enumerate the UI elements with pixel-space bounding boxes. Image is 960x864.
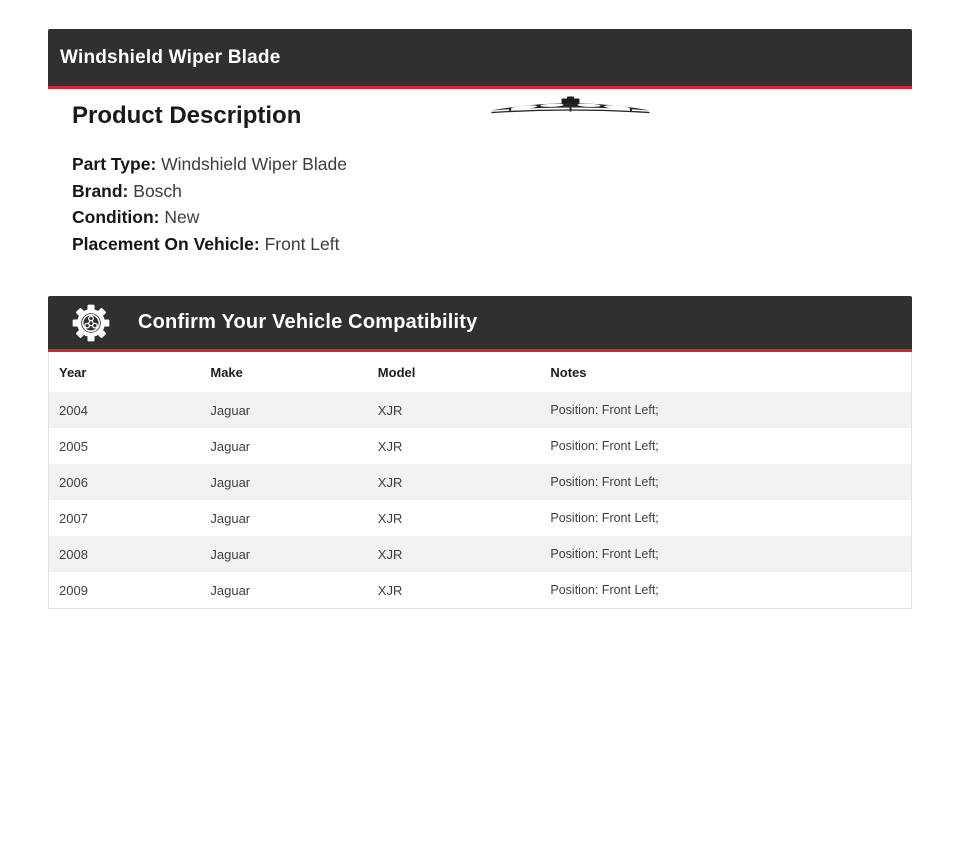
column-header-model: Model bbox=[367, 352, 541, 392]
cell-notes: Position: Front Left; bbox=[550, 547, 659, 561]
detail-value: Front Left bbox=[264, 233, 340, 254]
detail-label: Part Type: bbox=[72, 154, 157, 174]
cell-model: XJR bbox=[377, 510, 403, 526]
detail-placement: Placement On Vehicle: Front Left bbox=[72, 231, 912, 258]
cell-year: 2004 bbox=[59, 402, 88, 418]
table-row: 2009 Jaguar XJR Position: Front Left; bbox=[48, 572, 912, 609]
column-header-notes: Notes bbox=[540, 352, 912, 392]
content-container: Windshield Wiper Blade Product Descripti… bbox=[48, 29, 912, 609]
description-heading: Product Description bbox=[72, 102, 302, 129]
product-title-bar: Windshield Wiper Blade bbox=[48, 29, 912, 89]
table-row: 2008 Jaguar XJR Position: Front Left; bbox=[48, 536, 912, 572]
product-title: Windshield Wiper Blade bbox=[60, 46, 281, 68]
detail-value: New bbox=[164, 207, 200, 227]
cell-make: Jaguar bbox=[210, 582, 251, 598]
detail-label: Brand: bbox=[72, 180, 129, 201]
compatibility-table-body: 2004 Jaguar XJR Position: Front Left; 20… bbox=[48, 392, 912, 609]
description-section: Product Description Part Type: Windshiel… bbox=[48, 102, 912, 257]
table-row: 2007 Jaguar XJR Position: Front Left; bbox=[48, 500, 912, 536]
detail-condition: Condition: New bbox=[72, 204, 912, 231]
cell-model: XJR bbox=[377, 474, 403, 490]
cell-make: Jaguar bbox=[210, 402, 251, 418]
detail-value: Windshield Wiper Blade bbox=[161, 154, 347, 174]
cell-model: XJR bbox=[377, 582, 403, 598]
gears-mechanism-icon bbox=[70, 302, 112, 344]
detail-brand: Brand: Bosch bbox=[72, 178, 912, 205]
cell-notes: Position: Front Left; bbox=[550, 511, 659, 525]
product-details: Part Type: Windshield Wiper Blade Brand:… bbox=[72, 151, 912, 257]
cell-make: Jaguar bbox=[210, 474, 251, 490]
column-header-year: Year bbox=[48, 352, 201, 392]
cell-year: 2006 bbox=[59, 474, 88, 490]
table-row: 2005 Jaguar XJR Position: Front Left; bbox=[48, 428, 912, 464]
cell-model: XJR bbox=[377, 438, 403, 454]
detail-value: Bosch bbox=[133, 180, 182, 201]
detail-label: Condition: bbox=[72, 207, 160, 227]
compatibility-title-bar: Confirm Your Vehicle Compatibility bbox=[48, 296, 912, 352]
column-header-make: Make bbox=[200, 352, 368, 392]
header-row: Year Make Model Notes bbox=[48, 352, 912, 392]
table-row: 2004 Jaguar XJR Position: Front Left; bbox=[48, 392, 912, 428]
detail-part-type: Part Type: Windshield Wiper Blade bbox=[72, 151, 912, 178]
cell-year: 2008 bbox=[59, 546, 88, 562]
compatibility-table-header: Year Make Model Notes bbox=[48, 352, 912, 392]
compatibility-table: Year Make Model Notes 2004 Jaguar XJR Po… bbox=[48, 352, 912, 609]
cell-notes: Position: Front Left; bbox=[550, 439, 659, 453]
cell-notes: Position: Front Left; bbox=[550, 475, 659, 489]
cell-notes: Position: Front Left; bbox=[550, 583, 659, 597]
cell-year: 2005 bbox=[59, 438, 88, 454]
cell-make: Jaguar bbox=[210, 546, 251, 562]
table-row: 2006 Jaguar XJR Position: Front Left; bbox=[48, 464, 912, 500]
wiper-blade-image bbox=[488, 94, 653, 116]
cell-notes: Position: Front Left; bbox=[550, 403, 659, 417]
cell-make: Jaguar bbox=[210, 510, 251, 526]
compatibility-heading: Confirm Your Vehicle Compatibility bbox=[138, 311, 478, 333]
cell-model: XJR bbox=[377, 402, 403, 418]
cell-model: XJR bbox=[377, 546, 403, 562]
cell-year: 2009 bbox=[59, 582, 88, 598]
cell-year: 2007 bbox=[59, 510, 88, 526]
detail-label: Placement On Vehicle: bbox=[72, 233, 260, 254]
cell-make: Jaguar bbox=[210, 438, 251, 454]
